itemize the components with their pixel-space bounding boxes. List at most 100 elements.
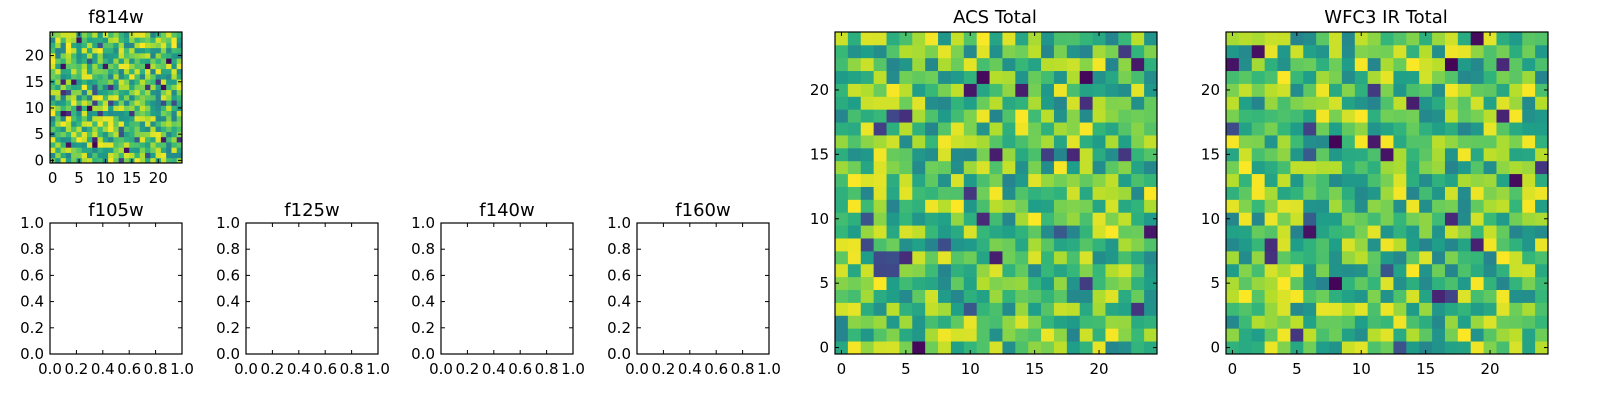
heatmap-cell — [1226, 135, 1240, 149]
heatmap-cell — [76, 94, 83, 101]
y-tick-label: 0.0 — [20, 345, 44, 363]
heatmap-cell — [65, 42, 72, 49]
heatmap-cell — [1092, 328, 1106, 342]
heatmap-cell — [1367, 96, 1381, 110]
heatmap-cell — [1277, 238, 1291, 252]
heatmap-cell — [1329, 225, 1343, 239]
heatmap-cell — [1226, 186, 1240, 200]
heatmap-cell — [873, 96, 887, 110]
heatmap-cell — [55, 47, 61, 54]
heatmap-cell — [1092, 122, 1106, 136]
heatmap-cell — [835, 32, 849, 46]
heatmap-cell — [1419, 212, 1433, 226]
heatmap-cell — [129, 142, 135, 148]
heatmap-cell — [1079, 289, 1093, 303]
heatmap-cell — [1053, 96, 1068, 110]
heatmap-cell — [1118, 109, 1132, 123]
heatmap-cell — [1367, 225, 1381, 239]
heatmap-cell — [55, 89, 61, 96]
heatmap-cell — [1041, 122, 1055, 136]
heatmap-cell — [989, 32, 1003, 46]
x-tick-label: 5 — [901, 360, 911, 378]
heatmap-cell — [1015, 302, 1029, 316]
heatmap-cell — [1131, 186, 1145, 200]
heatmap-cell — [1341, 263, 1356, 278]
heatmap-cell — [1066, 238, 1081, 252]
heatmap-cell — [1118, 135, 1132, 149]
heatmap-cell — [1316, 96, 1330, 110]
heatmap-cell — [1329, 70, 1343, 84]
heatmap-cell — [1470, 341, 1484, 355]
heatmap-cell — [873, 70, 887, 84]
heatmap-cell — [92, 42, 98, 49]
panel-f140w: f140w 0.0 0.2 0.4 0.6 0.8 1.00.00.20.40.60.81… — [411, 200, 585, 378]
heatmap-cell — [1406, 32, 1420, 46]
heatmap-cell — [938, 250, 952, 265]
heatmap-cell — [976, 276, 990, 290]
heatmap-cell — [97, 94, 104, 101]
heatmap-cell — [1015, 250, 1029, 265]
heatmap-cell — [1470, 109, 1484, 123]
heatmap-cell — [1457, 225, 1472, 239]
heatmap-cell — [1131, 212, 1145, 226]
heatmap-cell — [81, 142, 88, 148]
heatmap-cell — [86, 79, 93, 85]
heatmap-cell — [1509, 186, 1523, 200]
heatmap-cell — [1041, 160, 1055, 175]
heatmap-cell — [86, 105, 93, 111]
heatmap-cell — [1444, 225, 1459, 239]
heatmap-cell — [55, 126, 61, 132]
heatmap-cell — [1496, 289, 1510, 303]
heatmap-cell — [1483, 289, 1497, 303]
heatmap-cell — [976, 83, 990, 97]
axes-frame-f140w — [440, 222, 574, 355]
heatmap-cell — [86, 131, 93, 138]
heatmap-cell — [150, 131, 156, 138]
heatmap-cell — [1380, 83, 1394, 97]
heatmap-cell — [886, 276, 900, 290]
x-tick-label: 0.2 — [64, 360, 88, 378]
heatmap-cell — [1470, 199, 1484, 213]
heatmap-cell — [129, 100, 135, 106]
heatmap-cell — [1470, 328, 1484, 342]
heatmap-cell — [1105, 199, 1119, 213]
heatmap-cell — [847, 341, 862, 355]
heatmap-cell — [1329, 160, 1343, 175]
heatmap-cell — [1002, 173, 1016, 187]
heatmap-cell — [129, 52, 135, 59]
heatmap-cell — [1380, 212, 1394, 226]
heatmap-cell — [1290, 302, 1304, 316]
heatmap-cell — [1144, 328, 1158, 342]
heatmap-cell — [1277, 44, 1291, 59]
heatmap-cell — [76, 47, 83, 54]
heatmap-cell — [1079, 199, 1093, 213]
heatmap-cell — [1509, 263, 1523, 278]
heatmap-cell — [1144, 212, 1158, 226]
heatmap-cell — [1028, 83, 1042, 97]
x-tick-label: 0.0 — [625, 360, 649, 378]
panel-title-f105w: f105w — [88, 200, 143, 221]
heatmap-cell — [1290, 238, 1304, 252]
heatmap-cell — [1264, 276, 1278, 290]
heatmap-cell — [1079, 109, 1093, 123]
heatmap-cell — [1251, 315, 1266, 329]
heatmap-cell — [171, 115, 178, 122]
heatmap-cell — [1251, 160, 1266, 175]
heatmap-cell — [835, 341, 849, 355]
heatmap-cell — [1303, 135, 1317, 149]
heatmap-cell — [1015, 160, 1029, 175]
heatmap-cell — [976, 341, 990, 355]
heatmap-cell — [1041, 263, 1055, 278]
heatmap-cell — [1066, 186, 1081, 200]
heatmap-cell — [1380, 289, 1394, 303]
heatmap-cell — [86, 100, 93, 106]
heatmap-cell — [65, 131, 72, 138]
heatmap-cell — [835, 186, 849, 200]
heatmap-cell — [160, 100, 167, 106]
heatmap-cell — [1028, 212, 1042, 226]
heatmap-cell — [989, 315, 1003, 329]
heatmap-cell — [1354, 147, 1369, 162]
heatmap-cell — [108, 152, 114, 159]
heatmap-cell — [1092, 44, 1106, 59]
heatmap-cell — [50, 63, 56, 70]
